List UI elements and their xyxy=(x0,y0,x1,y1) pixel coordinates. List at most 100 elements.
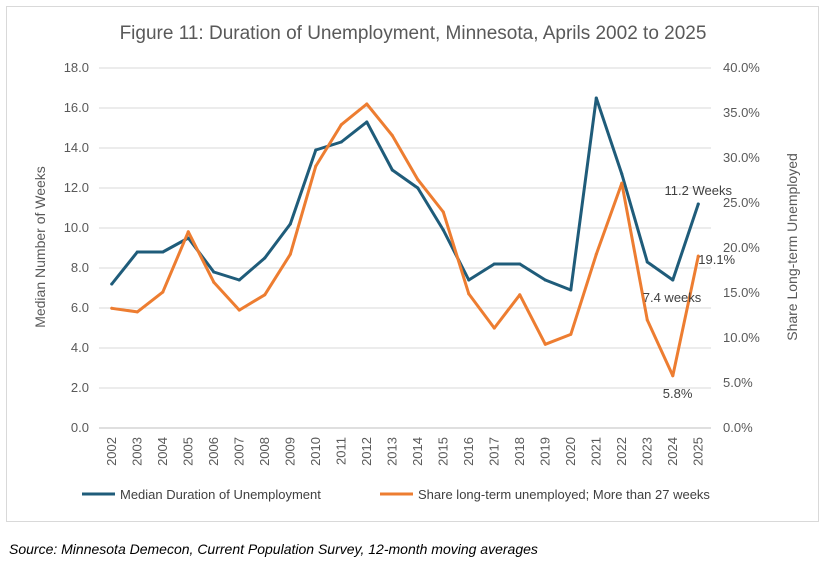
right-tick-label: 40.0% xyxy=(723,60,760,75)
data-point xyxy=(288,222,292,226)
data-point xyxy=(620,181,624,185)
legend-label: Median Duration of Unemployment xyxy=(120,487,321,502)
chart-frame: Figure 11: Duration of Unemployment, Min… xyxy=(6,6,819,522)
data-point xyxy=(518,262,522,266)
x-tick-label: 2003 xyxy=(129,437,144,466)
x-axis-ticks: 2002 2003 2004 2005 2006 2007 2008 2009 2010 2011… xyxy=(104,437,706,466)
left-tick-label: 10.0 xyxy=(64,220,89,235)
data-point xyxy=(365,102,369,106)
data-label: 19.1% xyxy=(698,252,735,267)
data-point xyxy=(671,374,675,378)
data-point xyxy=(518,293,522,297)
left-tick-label: 16.0 xyxy=(64,100,89,115)
data-point xyxy=(594,252,598,256)
data-point xyxy=(339,123,343,127)
data-point xyxy=(416,178,420,182)
left-tick-label: 14.0 xyxy=(64,140,89,155)
x-tick-label: 2006 xyxy=(206,437,221,466)
data-label: 7.4 weeks xyxy=(643,290,702,305)
x-tick-label: 2017 xyxy=(486,437,501,466)
x-tick-label: 2025 xyxy=(690,437,705,466)
data-point xyxy=(110,306,114,310)
x-tick-label: 2020 xyxy=(563,437,578,466)
data-point xyxy=(645,260,649,264)
left-tick-label: 12.0 xyxy=(64,180,89,195)
legend: Median Duration of Unemployment Share lon… xyxy=(82,487,710,502)
data-point xyxy=(696,202,700,206)
line-chart: Figure 11: Duration of Unemployment, Min… xyxy=(32,23,800,502)
data-point xyxy=(263,256,267,260)
median-duration-line xyxy=(110,96,700,292)
right-tick-label: 30.0% xyxy=(723,150,760,165)
data-point xyxy=(186,230,190,234)
data-point xyxy=(365,120,369,124)
x-tick-label: 2024 xyxy=(665,437,680,466)
left-tick-label: 4.0 xyxy=(71,340,89,355)
x-tick-label: 2007 xyxy=(231,437,246,466)
data-point xyxy=(161,250,165,254)
gridlines xyxy=(99,67,711,429)
data-point xyxy=(569,332,573,336)
x-tick-label: 2016 xyxy=(461,437,476,466)
data-label: 5.8% xyxy=(663,386,693,401)
left-tick-label: 6.0 xyxy=(71,300,89,315)
left-tick-label: 2.0 xyxy=(71,380,89,395)
right-tick-label: 0.0% xyxy=(723,420,753,435)
x-tick-label: 2004 xyxy=(155,437,170,466)
data-point xyxy=(594,96,598,100)
data-label: 11.2 Weeks xyxy=(665,183,733,198)
data-point xyxy=(135,250,139,254)
x-tick-label: 2005 xyxy=(180,437,195,466)
right-tick-label: 35.0% xyxy=(723,105,760,120)
annotations: 11.2 Weeks 7.4 weeks 19.1% 5.8% xyxy=(643,183,736,401)
data-point xyxy=(492,326,496,330)
data-point xyxy=(110,282,114,286)
right-tick-label: 20.0% xyxy=(723,240,760,255)
data-point xyxy=(467,292,471,296)
data-point xyxy=(467,278,471,282)
data-point xyxy=(441,228,445,232)
data-point xyxy=(416,186,420,190)
data-point xyxy=(645,318,649,322)
right-tick-label: 10.0% xyxy=(723,330,760,345)
right-axis-title: Share Long-term Unemployed xyxy=(784,153,800,341)
right-axis-ticks: 0.0% 5.0% 10.0% 15.0% 20.0% 25.0% 30.0% 35.0% 40… xyxy=(723,60,760,435)
data-point xyxy=(390,134,394,137)
right-tick-label: 5.0% xyxy=(723,375,753,390)
right-tick-label: 25.0% xyxy=(723,195,760,210)
source-note: Source: Minnesota Demecon, Current Popul… xyxy=(9,541,538,557)
x-tick-label: 2012 xyxy=(359,437,374,466)
data-point xyxy=(237,308,241,312)
data-point xyxy=(543,278,547,282)
x-tick-label: 2019 xyxy=(537,437,552,466)
data-point xyxy=(492,262,496,266)
x-tick-label: 2002 xyxy=(104,437,119,466)
x-tick-label: 2023 xyxy=(639,437,654,466)
data-point xyxy=(135,310,139,314)
data-point xyxy=(263,293,267,297)
data-point xyxy=(671,278,675,282)
x-tick-label: 2014 xyxy=(410,437,425,466)
x-tick-label: 2015 xyxy=(435,437,450,466)
left-axis-title: Median Number of Weeks xyxy=(32,166,48,328)
data-point xyxy=(620,172,624,176)
data-point xyxy=(161,290,165,294)
data-point xyxy=(543,342,547,346)
data-point xyxy=(237,278,241,282)
left-tick-label: 0.0 xyxy=(71,420,89,435)
x-tick-label: 2013 xyxy=(384,437,399,466)
x-tick-label: 2021 xyxy=(588,437,603,466)
x-tick-label: 2008 xyxy=(257,437,272,466)
data-point xyxy=(569,288,573,292)
data-point xyxy=(212,280,216,284)
data-point xyxy=(212,270,216,274)
long-term-share-line xyxy=(110,102,700,378)
x-tick-label: 2011 xyxy=(333,437,348,465)
left-axis-ticks: 0.0 2.0 4.0 6.0 8.0 10.0 12.0 14.0 16.0 18.0 xyxy=(64,60,89,435)
x-tick-label: 2018 xyxy=(512,437,527,466)
data-point xyxy=(288,252,292,256)
data-point xyxy=(696,254,700,258)
series-layer xyxy=(110,96,700,378)
left-tick-label: 18.0 xyxy=(64,60,89,75)
x-tick-label: 2022 xyxy=(614,437,629,466)
